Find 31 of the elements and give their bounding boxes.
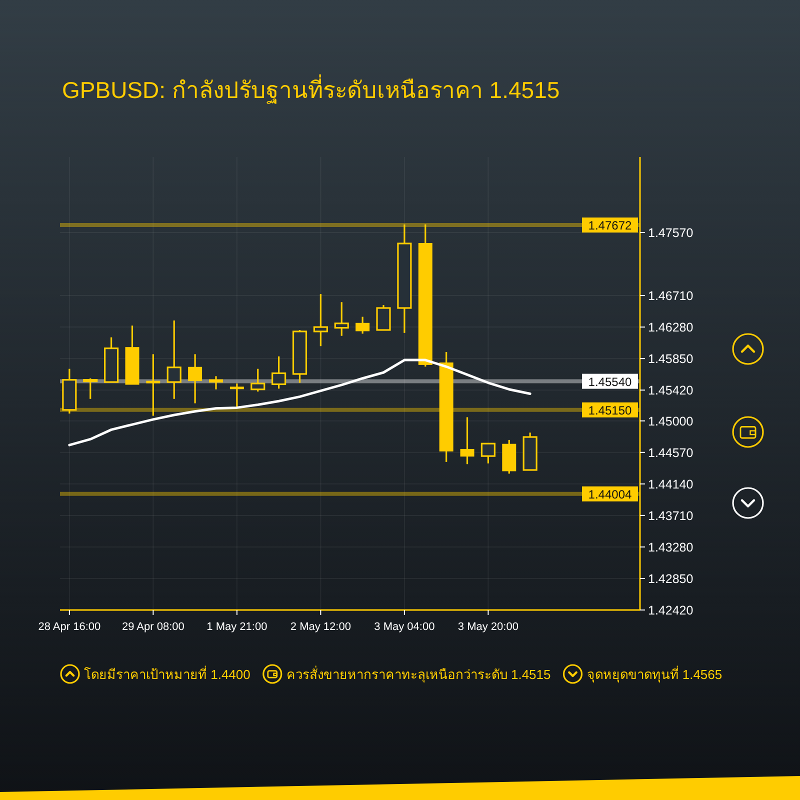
chart-title: GPBUSD: กำลังปรับฐานที่ระดับเหนือราคา 1.4515	[62, 74, 560, 104]
ref-line-label: 1.45150	[588, 403, 632, 418]
y-tick-label: 1.46710	[648, 289, 694, 304]
x-tick-label: 28 Apr 16:00	[38, 621, 101, 633]
ref-label: 1.47672	[582, 218, 638, 233]
y-tick-label: 1.43710	[648, 508, 694, 523]
ref-line-label: 1.45540	[588, 374, 632, 389]
text: จุดหยุดขาดทุนที่ 1.4565	[586, 666, 722, 683]
y-tick-label: 1.43280	[648, 540, 694, 554]
x-tick-label: 3 May 20:00	[458, 621, 518, 633]
ref-label: 1.44004	[582, 486, 638, 502]
y-tick-label: 1.45000	[648, 414, 694, 428]
y-tick-label: 1.44140	[648, 477, 694, 492]
ref-label: 1.45150	[582, 402, 638, 418]
x-tick-label: 2 May 12:00	[290, 621, 351, 633]
y-tick-label: 1.47570	[648, 226, 694, 240]
y-tick-label: 1.45420	[648, 384, 694, 398]
text: โดยมีราคาเป้าหมายที่ 1.4400	[84, 666, 250, 682]
ref-line-label: 1.47672	[588, 218, 632, 233]
x-tick-label: 1 May 21:00	[206, 621, 268, 633]
y-tick-label: 1.45850	[648, 352, 694, 366]
line-series	[68, 358, 532, 446]
y-tick-label: 1.44570	[648, 446, 694, 460]
y-tick-label: 1.46280	[648, 320, 694, 335]
ref-label: 1.45540	[582, 374, 638, 389]
text: ควรสั่งขายหากราคาทะลุเหนือกว่าระดับ 1.4515	[286, 666, 551, 683]
y-tick-label: 1.42420	[648, 604, 694, 618]
x-tick-label: 3 May 04:00	[374, 621, 435, 633]
x-tick-label: 29 Apr 08:00	[122, 621, 184, 633]
y-tick-label: 1.42850	[648, 572, 694, 586]
ref-line-label: 1.44004	[588, 487, 632, 502]
